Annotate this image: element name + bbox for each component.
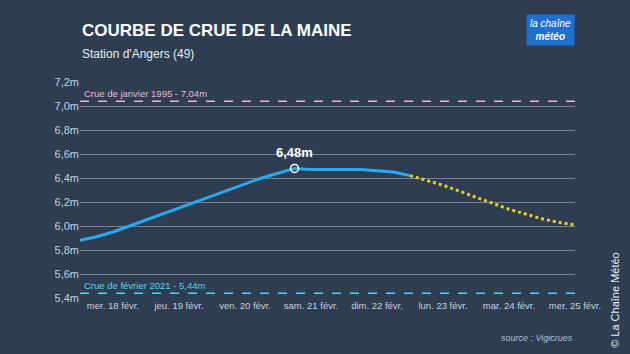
svg-text:mer. 18 févr.: mer. 18 févr.	[87, 300, 139, 311]
svg-text:5,4m: 5,4m	[55, 292, 79, 304]
svg-text:6,6m: 6,6m	[55, 148, 79, 160]
svg-text:lun. 23 févr.: lun. 23 févr.	[418, 300, 467, 311]
svg-text:6,0m: 6,0m	[55, 220, 79, 232]
svg-text:6,48m: 6,48m	[276, 145, 313, 160]
svg-text:COURBE DE CRUE DE LA MAINE: COURBE DE CRUE DE LA MAINE	[82, 21, 352, 40]
svg-text:mer. 25 févr.: mer. 25 févr.	[549, 300, 601, 311]
svg-text:jeu. 19 févr.: jeu. 19 févr.	[153, 300, 203, 311]
svg-text:sam. 21 févr.: sam. 21 févr.	[284, 300, 338, 311]
svg-text:Station d'Angers (49): Station d'Angers (49)	[82, 47, 194, 61]
svg-text:Crue de janvier 1995 - 7,04m: Crue de janvier 1995 - 7,04m	[84, 88, 207, 99]
svg-text:6,4m: 6,4m	[55, 172, 79, 184]
svg-text:© La Chaîne Météo: © La Chaîne Météo	[609, 252, 621, 348]
svg-text:ven. 20 févr.: ven. 20 févr.	[219, 300, 271, 311]
svg-text:5,8m: 5,8m	[55, 244, 79, 256]
svg-text:7,0m: 7,0m	[55, 100, 79, 112]
svg-text:5,6m: 5,6m	[55, 268, 79, 280]
svg-text:6,2m: 6,2m	[55, 196, 79, 208]
svg-text:Crue de février 2021 - 5,44m: Crue de février 2021 - 5,44m	[84, 280, 206, 291]
svg-text:la chaînemétéo: la chaînemétéo	[530, 18, 571, 42]
svg-text:7,2m: 7,2m	[55, 76, 79, 88]
svg-text:mar. 24 févr.: mar. 24 févr.	[483, 300, 535, 311]
svg-text:6,8m: 6,8m	[55, 124, 79, 136]
svg-text:source : Vigicrues: source : Vigicrues	[501, 333, 573, 343]
svg-text:dim. 22 févr.: dim. 22 févr.	[351, 300, 403, 311]
